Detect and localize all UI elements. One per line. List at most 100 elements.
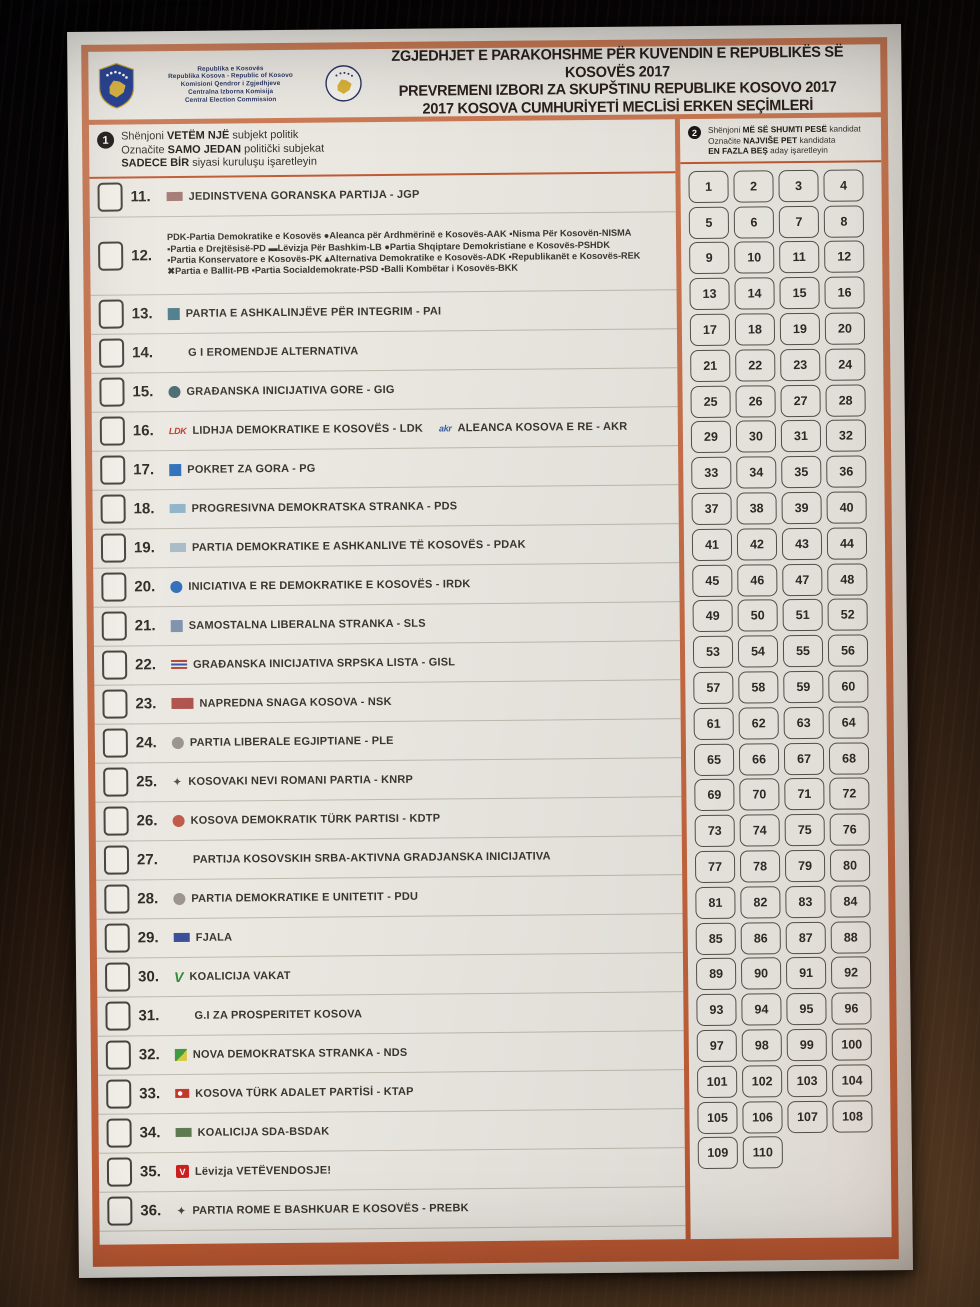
- candidate-number-box[interactable]: 104: [831, 1064, 873, 1097]
- candidate-number-box[interactable]: 10: [734, 241, 775, 275]
- party-checkbox[interactable]: [97, 182, 123, 212]
- candidate-number-box[interactable]: 57: [693, 671, 734, 704]
- candidate-number-box[interactable]: 26: [735, 384, 776, 418]
- party-checkbox[interactable]: [103, 767, 129, 797]
- party-checkbox[interactable]: [104, 962, 131, 992]
- candidate-number-box[interactable]: 37: [691, 492, 732, 526]
- candidate-number-box[interactable]: 86: [740, 921, 781, 955]
- candidate-number-box[interactable]: 25: [690, 385, 731, 418]
- party-checkbox[interactable]: [100, 533, 127, 563]
- party-checkbox[interactable]: [101, 572, 127, 602]
- party-checkbox[interactable]: [102, 728, 129, 758]
- candidate-number-box[interactable]: 85: [695, 922, 736, 955]
- candidate-number-box[interactable]: 87: [785, 921, 826, 954]
- candidate-number-box[interactable]: 90: [740, 957, 782, 990]
- candidate-number-box[interactable]: 40: [826, 491, 867, 524]
- candidate-number-box[interactable]: 71: [784, 778, 825, 811]
- candidate-number-box[interactable]: 13: [689, 277, 730, 311]
- candidate-number-box[interactable]: 101: [696, 1065, 738, 1098]
- candidate-number-box[interactable]: 56: [827, 634, 869, 667]
- party-checkbox[interactable]: [105, 1040, 132, 1070]
- candidate-number-box[interactable]: 19: [779, 312, 821, 346]
- candidate-number-box[interactable]: 82: [740, 885, 781, 919]
- party-checkbox[interactable]: [106, 1118, 132, 1148]
- candidate-number-box[interactable]: 45: [692, 564, 733, 597]
- candidate-number-box[interactable]: 1: [688, 170, 729, 203]
- candidate-number-box[interactable]: 70: [739, 778, 780, 811]
- candidate-number-box[interactable]: 58: [738, 671, 779, 704]
- candidate-number-box[interactable]: 24: [825, 348, 866, 381]
- candidate-number-box[interactable]: 18: [734, 313, 776, 346]
- candidate-number-box[interactable]: 78: [739, 850, 781, 883]
- candidate-number-box[interactable]: 65: [693, 743, 735, 776]
- candidate-number-box[interactable]: 12: [824, 240, 865, 274]
- candidate-number-box[interactable]: 46: [737, 563, 778, 597]
- candidate-number-box[interactable]: 27: [780, 384, 821, 417]
- candidate-number-box[interactable]: 102: [741, 1064, 783, 1098]
- candidate-number-box[interactable]: 72: [829, 777, 870, 811]
- candidate-number-box[interactable]: 61: [693, 707, 734, 740]
- candidate-number-box[interactable]: 91: [785, 957, 827, 990]
- party-checkbox[interactable]: [106, 1157, 133, 1187]
- candidate-number-box[interactable]: 84: [830, 885, 871, 918]
- candidate-number-box[interactable]: 7: [778, 205, 820, 238]
- candidate-number-box[interactable]: 110: [742, 1136, 783, 1169]
- party-checkbox[interactable]: [100, 455, 126, 485]
- candidate-number-box[interactable]: 100: [831, 1028, 872, 1061]
- candidate-number-box[interactable]: 31: [780, 420, 822, 453]
- candidate-number-box[interactable]: 74: [739, 814, 780, 847]
- candidate-number-box[interactable]: 28: [825, 383, 866, 417]
- candidate-number-box[interactable]: 41: [691, 528, 733, 561]
- candidate-number-box[interactable]: 55: [782, 634, 824, 668]
- candidate-number-box[interactable]: 38: [736, 492, 777, 525]
- party-checkbox[interactable]: [100, 494, 126, 524]
- candidate-number-box[interactable]: 11: [779, 241, 820, 274]
- candidate-number-box[interactable]: 54: [737, 635, 779, 668]
- candidate-number-box[interactable]: 79: [784, 849, 826, 883]
- candidate-number-box[interactable]: 44: [826, 527, 868, 560]
- candidate-number-box[interactable]: 88: [830, 920, 871, 954]
- candidate-number-box[interactable]: 50: [737, 599, 778, 632]
- candidate-number-box[interactable]: 36: [826, 455, 867, 488]
- candidate-number-box[interactable]: 3: [778, 169, 819, 202]
- candidate-number-box[interactable]: 34: [736, 456, 777, 489]
- candidate-number-box[interactable]: 17: [689, 313, 731, 347]
- candidate-number-box[interactable]: 5: [688, 206, 730, 239]
- candidate-number-box[interactable]: 98: [741, 1029, 782, 1062]
- candidate-number-box[interactable]: 9: [689, 242, 730, 275]
- candidate-number-box[interactable]: 109: [697, 1136, 738, 1170]
- candidate-number-box[interactable]: 94: [741, 993, 782, 1026]
- candidate-number-box[interactable]: 6: [733, 205, 775, 239]
- candidate-number-box[interactable]: 39: [781, 491, 822, 525]
- party-checkbox[interactable]: [101, 650, 128, 680]
- candidate-number-box[interactable]: 59: [783, 670, 824, 704]
- party-checkbox[interactable]: [99, 416, 126, 446]
- candidate-number-box[interactable]: 8: [823, 204, 865, 238]
- party-checkbox[interactable]: [104, 923, 130, 953]
- candidate-number-box[interactable]: 105: [697, 1101, 738, 1134]
- candidate-number-box[interactable]: 20: [824, 312, 866, 345]
- candidate-number-box[interactable]: 68: [828, 741, 870, 775]
- candidate-number-box[interactable]: 92: [830, 956, 872, 990]
- candidate-number-box[interactable]: 80: [829, 849, 871, 882]
- candidate-number-box[interactable]: 107: [787, 1100, 828, 1133]
- candidate-number-box[interactable]: 15: [779, 276, 820, 310]
- candidate-number-box[interactable]: 51: [782, 599, 823, 632]
- party-checkbox[interactable]: [98, 241, 124, 271]
- candidate-number-box[interactable]: 75: [784, 813, 825, 847]
- party-checkbox[interactable]: [107, 1196, 133, 1226]
- party-checkbox[interactable]: [98, 338, 125, 368]
- candidate-number-box[interactable]: 62: [738, 706, 779, 740]
- candidate-number-box[interactable]: 64: [828, 706, 869, 739]
- candidate-number-box[interactable]: 22: [735, 349, 776, 382]
- candidate-number-box[interactable]: 33: [691, 456, 732, 490]
- candidate-number-box[interactable]: 49: [692, 600, 733, 633]
- party-checkbox[interactable]: [103, 845, 130, 875]
- candidate-number-box[interactable]: 2: [733, 170, 774, 203]
- candidate-number-box[interactable]: 48: [827, 562, 868, 596]
- candidate-number-box[interactable]: 60: [828, 670, 869, 703]
- candidate-number-box[interactable]: 93: [696, 993, 737, 1027]
- candidate-number-box[interactable]: 42: [736, 527, 778, 561]
- candidate-number-box[interactable]: 63: [783, 706, 824, 739]
- party-checkbox[interactable]: [98, 299, 124, 329]
